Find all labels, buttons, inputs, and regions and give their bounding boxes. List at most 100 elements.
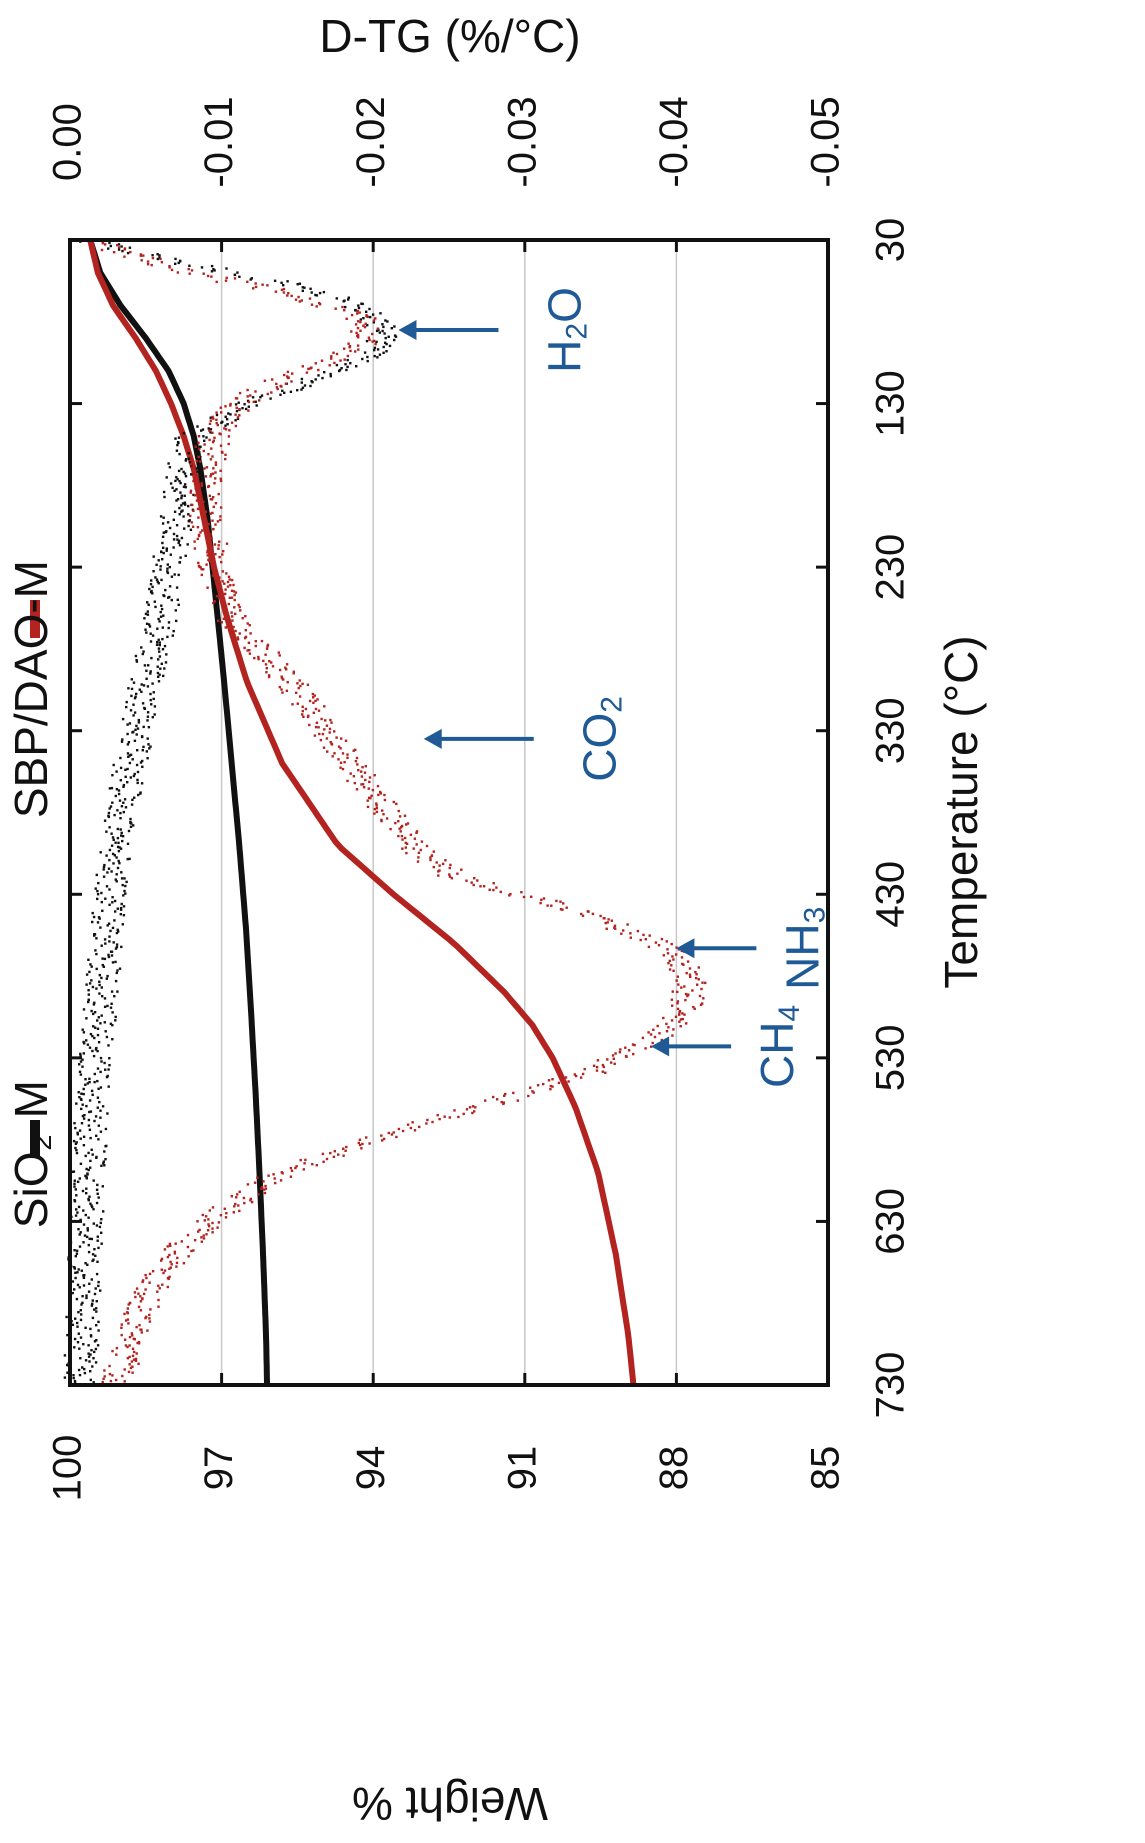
dtg-point — [95, 1201, 99, 1205]
dtg-point — [74, 1126, 77, 1130]
dtg-point — [230, 611, 233, 614]
dtg-point — [87, 1216, 90, 1219]
dtg-point — [197, 534, 201, 538]
dtg-point — [111, 1024, 114, 1027]
dtg-point — [335, 297, 338, 300]
dtg-point — [622, 929, 625, 932]
dtg-point — [381, 323, 384, 326]
dtg-point — [164, 661, 168, 664]
dtg-point — [432, 850, 435, 853]
dtg-point — [132, 703, 135, 706]
dtg-point — [223, 1207, 226, 1210]
dtg-point — [110, 844, 114, 847]
dtg-point — [95, 1188, 99, 1191]
dtg-point — [157, 675, 160, 678]
dtg-point — [243, 646, 246, 650]
dtg-point — [97, 1284, 100, 1288]
dtg-point — [120, 877, 124, 880]
dtg-point — [392, 800, 395, 804]
dtg-point — [211, 1231, 214, 1234]
dtg-point — [286, 294, 289, 297]
dtg-point — [633, 1043, 636, 1047]
dtg-point — [82, 1343, 85, 1346]
dtg-point — [183, 494, 186, 497]
dtg-point — [675, 953, 678, 956]
dtg-point — [626, 923, 629, 926]
dtg-point — [84, 1154, 87, 1158]
dtg-point — [87, 1118, 91, 1122]
dtg-point — [347, 298, 350, 301]
dtg-point — [94, 1254, 97, 1257]
dtg-point — [87, 993, 90, 996]
dtg-point — [143, 707, 147, 710]
dtg-point — [345, 368, 348, 372]
dtg-point — [314, 699, 317, 703]
dtg-point — [259, 396, 262, 399]
dtg-point — [127, 829, 131, 833]
dtg-point — [120, 902, 123, 906]
dtg-point — [614, 927, 617, 930]
dtg-point — [110, 1002, 113, 1005]
dtg-point — [110, 954, 114, 957]
dtg-point — [360, 1147, 363, 1150]
dtg-point — [155, 578, 159, 581]
dtg-point — [284, 382, 288, 385]
dtg-point — [105, 830, 108, 833]
dtg-point — [171, 486, 174, 489]
dtg-point — [335, 352, 339, 356]
dtg-point — [113, 919, 116, 922]
dtg-point — [124, 892, 127, 895]
dtg-point — [122, 894, 125, 897]
dtg-point — [155, 643, 159, 646]
dtg-point — [417, 856, 420, 859]
dtg-point — [237, 603, 240, 607]
dtg-point — [212, 528, 215, 531]
dtg-point — [209, 512, 212, 515]
dtg-point — [86, 1227, 89, 1230]
dtg-point — [192, 1249, 195, 1252]
dtg-point — [117, 246, 121, 249]
dtg-point — [215, 595, 219, 598]
dtg-point — [226, 580, 230, 584]
dtg-point — [152, 697, 155, 701]
dtg-point — [129, 825, 133, 828]
dtg-point — [156, 253, 159, 256]
dtg-point — [81, 1103, 84, 1106]
dtg-point — [277, 651, 280, 654]
dtg-point — [471, 1105, 475, 1108]
arrowhead-icon — [676, 938, 695, 959]
dtg-point — [114, 878, 117, 881]
dtg-point — [156, 257, 159, 261]
dtg-point — [166, 1245, 169, 1248]
dtg-point — [85, 1017, 88, 1020]
dtg-point — [213, 600, 216, 603]
dtg-point — [124, 768, 127, 771]
dtg-point — [93, 1001, 96, 1004]
dtg-point — [363, 771, 367, 774]
dtg-point — [82, 1008, 86, 1011]
dtg-point — [85, 1104, 88, 1108]
dtg-point — [78, 1286, 81, 1289]
dtg-point — [82, 1087, 85, 1091]
dtg-point — [258, 399, 261, 402]
dtg-point — [200, 266, 204, 269]
dtg-point — [133, 1291, 137, 1294]
dtg-point — [698, 994, 702, 998]
dtg-point — [190, 521, 193, 524]
dtg-point — [236, 1193, 239, 1196]
dtg-point — [95, 1310, 98, 1313]
dtg-point — [126, 1312, 129, 1315]
annotation-label: NH3 — [777, 907, 832, 990]
dtg-point — [660, 937, 664, 941]
dtg-point — [91, 1205, 94, 1209]
dtg-point — [175, 524, 179, 527]
dtg-point — [188, 264, 191, 267]
dtg-point — [76, 1133, 79, 1136]
dtg-point — [332, 351, 335, 354]
dtg-point — [126, 723, 129, 726]
dtg-point — [195, 459, 198, 463]
dtg-point — [210, 536, 213, 540]
dtg-point — [249, 1197, 253, 1201]
dtg-point — [409, 1126, 413, 1130]
dtg-point — [383, 798, 387, 802]
